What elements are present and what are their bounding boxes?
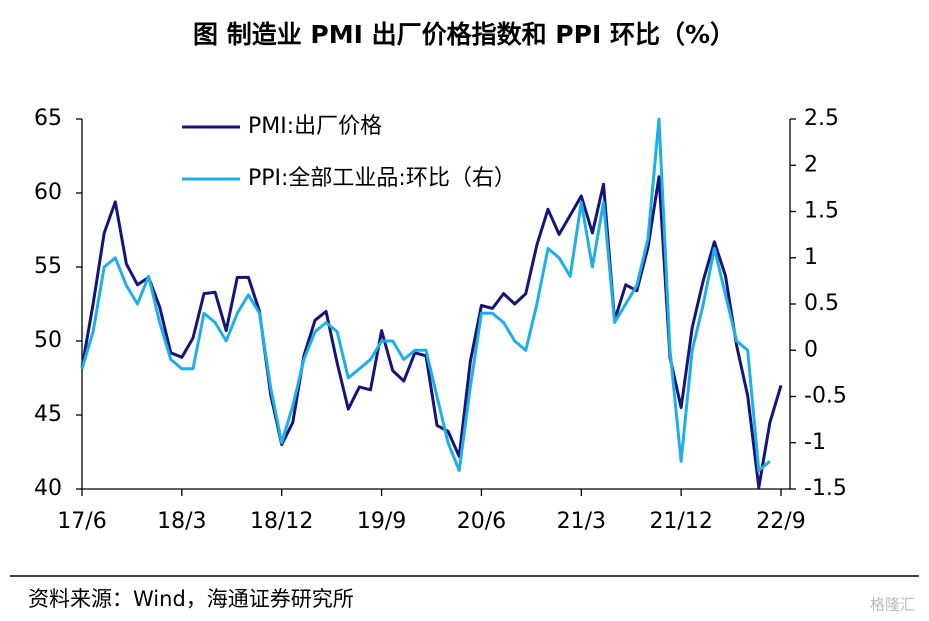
x-tick-label: 21/3 <box>557 509 606 534</box>
y2-tick-label: 0 <box>804 337 818 362</box>
y2-tick-label: 1.5 <box>804 199 839 224</box>
y-tick-label: 60 <box>34 180 62 205</box>
legend-label: PMI:出厂价格 <box>248 114 382 139</box>
y2-tick-label: 2.5 <box>804 106 839 131</box>
x-tick-label: 17/6 <box>57 509 106 534</box>
y-tick-label: 40 <box>34 476 62 501</box>
x-tick-label: 21/12 <box>649 509 712 534</box>
x-tick-label: 22/9 <box>756 509 805 534</box>
y2-tick-label: -1.5 <box>804 476 847 501</box>
x-tick-label: 18/12 <box>250 509 313 534</box>
y2-tick-label: 2 <box>804 152 818 177</box>
series-line <box>80 117 771 472</box>
y-tick-label: 50 <box>34 328 62 353</box>
source: 资料来源：Wind，海通证券研究所 <box>28 587 354 611</box>
y-tick-label: 65 <box>34 106 62 131</box>
y-tick-label: 45 <box>34 402 62 427</box>
y2-tick-label: -0.5 <box>804 384 847 409</box>
y2-tick-label: 1 <box>804 245 818 270</box>
chart-title: 图 制造业 PMI 出厂价格指数和 PPI 环比（%） <box>193 20 735 49</box>
y2-tick-label: -1 <box>804 430 826 455</box>
series-line <box>80 175 783 489</box>
y-tick-label: 55 <box>34 254 62 279</box>
watermark: 格隆汇 <box>870 596 915 614</box>
x-tick-label: 18/3 <box>157 509 206 534</box>
y2-tick-label: 0.5 <box>804 291 839 316</box>
legend-label: PPI:全部工业品:环比（右） <box>248 166 516 191</box>
x-tick-label: 20/6 <box>457 509 506 534</box>
x-tick-label: 19/9 <box>357 509 406 534</box>
